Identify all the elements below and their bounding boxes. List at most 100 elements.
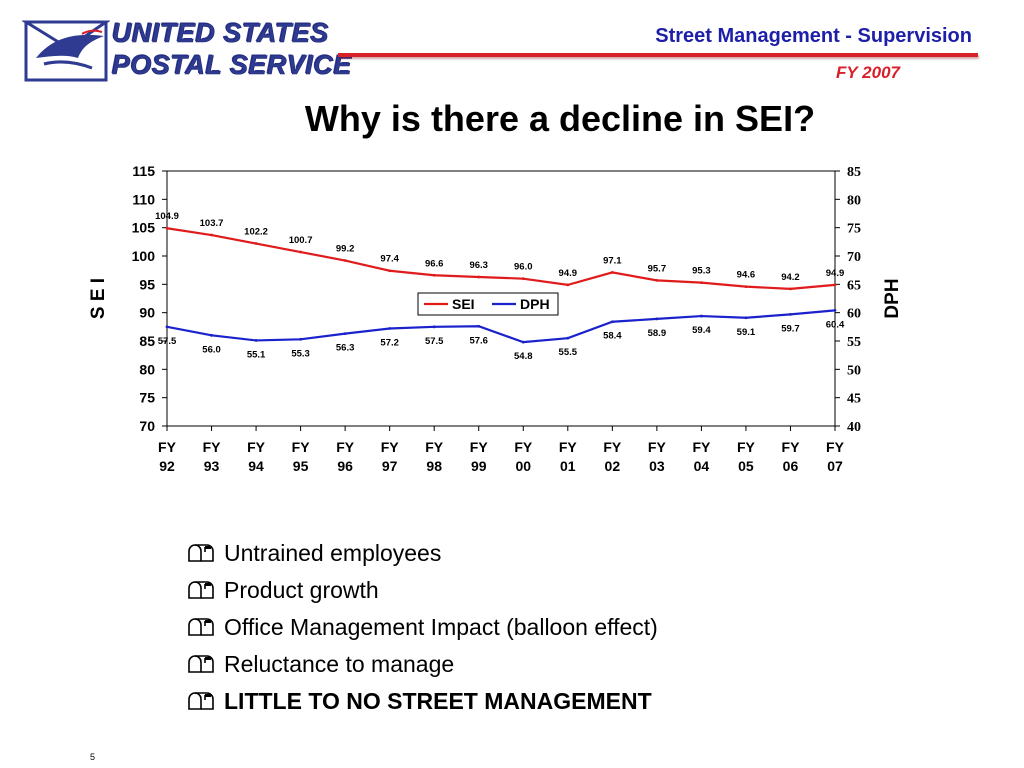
- x-tick-label-line1: FY: [737, 439, 756, 455]
- dph-data-label: 56.3: [336, 343, 355, 354]
- y-tick-label: 80: [139, 361, 155, 377]
- x-tick-label-line1: FY: [158, 439, 177, 455]
- y-tick-label: 100: [132, 248, 156, 264]
- sei-point: [566, 283, 570, 287]
- sei-point: [432, 273, 436, 277]
- bullet-text: Reluctance to manage: [224, 650, 455, 677]
- x-tick-label-line1: FY: [559, 439, 578, 455]
- x-tick-label-line2: 98: [426, 458, 442, 474]
- dph-point: [655, 317, 659, 321]
- x-tick-label-line1: FY: [336, 439, 355, 455]
- bullet-item: Office Management Impact (balloon effect…: [186, 608, 658, 645]
- dph-point: [210, 333, 213, 337]
- sei-point: [610, 271, 614, 274]
- sei-point: [165, 226, 169, 230]
- x-tick-label-line2: 96: [337, 458, 353, 474]
- x-tick-label-line1: FY: [381, 439, 400, 455]
- x-tick-label-line2: 95: [293, 458, 309, 474]
- x-tick-label-line2: 06: [783, 458, 799, 474]
- y2-tick-label: 40: [847, 420, 861, 435]
- dph-data-label: 55.5: [559, 347, 578, 358]
- x-tick-label-line1: FY: [692, 439, 711, 455]
- logo-wordmark-line2: POSTAL SERVICE: [112, 50, 353, 81]
- x-tick-label-line2: 02: [605, 458, 621, 474]
- y2-tick-label: 75: [847, 222, 861, 237]
- x-tick-label-line1: FY: [470, 439, 489, 455]
- dph-data-label: 60.4: [826, 319, 845, 330]
- header-year: FY 2007: [836, 63, 900, 82]
- y-tick-label: 85: [139, 333, 155, 349]
- usps-logo: UNITED STATES POSTAL SERVICE: [22, 18, 352, 84]
- y2-tick-label: 45: [847, 392, 861, 407]
- y-tick-label: 105: [132, 220, 156, 236]
- dph-data-label: 57.2: [380, 338, 399, 349]
- dph-point: [833, 309, 837, 312]
- y-tick-label: 70: [139, 418, 155, 434]
- sei-point: [833, 283, 837, 287]
- sei-point: [700, 281, 703, 285]
- sei-data-label: 102.2: [244, 227, 268, 238]
- dph-data-label: 56.0: [202, 344, 221, 355]
- dph-data-label: 55.3: [291, 348, 310, 359]
- dph-data-label: 57.5: [425, 336, 444, 347]
- logo-wordmark-line1: UNITED STATES: [112, 18, 330, 49]
- eagle-icon: [22, 20, 110, 82]
- x-tick-label-line1: FY: [425, 439, 444, 455]
- dph-point: [343, 332, 347, 336]
- bullet-item: Reluctance to manage: [186, 645, 658, 682]
- sei-point: [744, 285, 748, 288]
- dph-point: [477, 324, 481, 328]
- dph-data-label: 59.7: [781, 323, 800, 334]
- dph-line: [166, 309, 836, 344]
- sei-point: [299, 250, 302, 254]
- sei-dph-chart: 70 75 80 85 90 95 100 105 110 115 40 45 50 55 60 65 70 75…: [88, 163, 903, 474]
- y2-tick-label: 85: [847, 165, 861, 180]
- sei-data-label: 96.3: [469, 260, 488, 271]
- x-tick-label-line2: 00: [515, 458, 531, 474]
- sei-data-label: 96.0: [514, 262, 533, 273]
- dph-point: [789, 312, 792, 316]
- dph-data-label: 54.8: [514, 351, 533, 362]
- y-tick-label: 90: [139, 305, 155, 321]
- mailbox-icon: [188, 580, 214, 599]
- bullet-text: LITTLE TO NO STREET MANAGEMENT: [224, 687, 652, 714]
- dph-point: [254, 339, 258, 342]
- legend-box: [417, 292, 559, 316]
- page-number: 5: [90, 752, 96, 762]
- dph-point: [432, 325, 436, 329]
- sei-data-label: 94.9: [826, 268, 845, 279]
- x-tick-label-line2: 92: [159, 458, 175, 474]
- sei-data-label: 103.7: [200, 218, 224, 229]
- y-tick-label: 110: [132, 191, 155, 207]
- sei-line: [166, 227, 836, 290]
- dph-point: [521, 340, 525, 344]
- sei-point: [343, 259, 347, 262]
- sei-data-label: 94.6: [737, 270, 756, 281]
- x-tick-label-line1: FY: [203, 439, 222, 455]
- bullet-text: Office Management Impact (balloon effect…: [224, 613, 658, 640]
- header-divider: [338, 53, 978, 57]
- y2-axis-title: DPH: [882, 278, 903, 318]
- mailbox-icon: [188, 654, 214, 673]
- x-tick-label-line1: FY: [603, 439, 622, 455]
- sei-point: [254, 242, 258, 245]
- x-tick-label-line2: 99: [471, 458, 487, 474]
- dph-point: [165, 325, 169, 329]
- bullet-item: LITTLE TO NO STREET MANAGEMENT: [186, 682, 658, 719]
- x-tick-label-line1: FY: [826, 439, 845, 455]
- dph-data-label: 58.9: [648, 328, 667, 339]
- dph-data-label: 59.4: [692, 325, 711, 336]
- sei-data-label: 97.4: [380, 254, 399, 265]
- slide-title: Why is there a decline in SEI?: [304, 98, 816, 139]
- header-title: Street Management - Supervision: [655, 25, 972, 47]
- dph-data-label: 55.1: [247, 349, 266, 360]
- y-tick-label: 115: [132, 163, 155, 179]
- sei-data-label: 95.3: [692, 266, 711, 277]
- x-tick-label-line2: 04: [694, 458, 710, 474]
- x-tick-label-line1: FY: [247, 439, 266, 455]
- sei-point: [789, 287, 792, 291]
- x-tick-label-line2: 07: [827, 458, 843, 474]
- x-tick-label-line1: FY: [648, 439, 667, 455]
- dph-point: [700, 314, 703, 318]
- dph-point: [388, 327, 392, 330]
